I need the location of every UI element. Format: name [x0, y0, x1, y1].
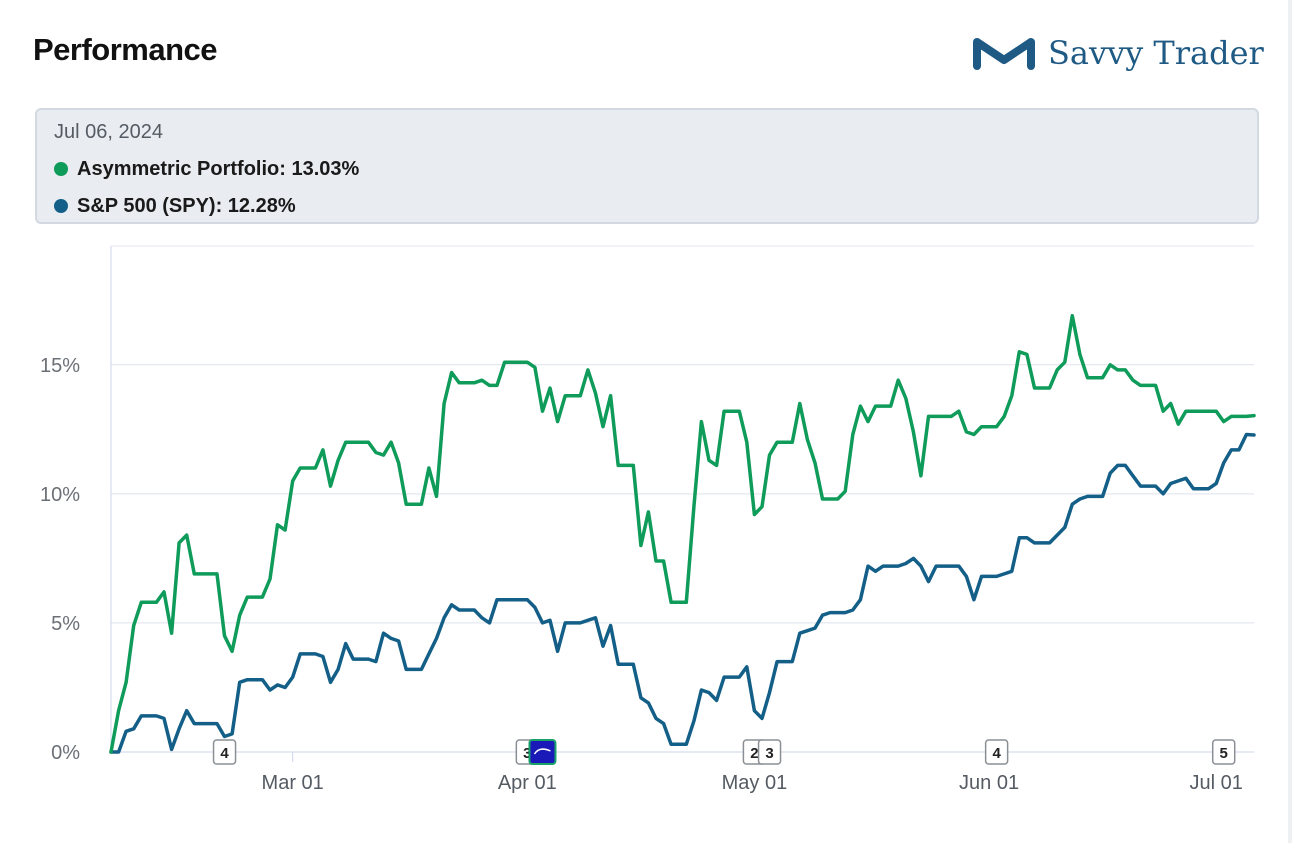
trade-marker-count: 3 [523, 745, 531, 762]
disney-logo-script-mark [533, 748, 551, 755]
trade-marker-count: 4 [992, 745, 1001, 762]
trade-marker-count: 4 [220, 745, 229, 762]
x-tick-label: May 01 [722, 772, 788, 794]
chart-tooltip: Jul 06, 2024 Asymmetric Portfolio: 13.03… [35, 108, 1259, 224]
trade-marker-count: 2 [750, 745, 758, 762]
y-tick-label: 5% [51, 613, 80, 635]
tooltip-date: Jul 06, 2024 [54, 121, 163, 143]
tooltip-row-portfolio: Asymmetric Portfolio: 13.03% [54, 158, 359, 181]
trade-marker-count: 3 [765, 745, 773, 762]
y-tick-label: 10% [40, 484, 80, 506]
tooltip-row-spy: S&P 500 (SPY): 12.28% [54, 195, 296, 218]
trade-marker-count: 5 [1220, 745, 1228, 762]
trade-marker-badge[interactable] [984, 739, 1009, 765]
disney-logo[interactable] [528, 739, 557, 765]
portfolio-legend-dot-icon [54, 162, 68, 176]
x-tick-label: Jun 01 [959, 772, 1019, 794]
savvy-trader-logo-icon [973, 38, 1035, 70]
x-tick-label: Apr 01 [498, 772, 557, 794]
page-title: Performance [33, 32, 218, 67]
x-tick-label: Jul 01 [1189, 772, 1242, 794]
trade-marker-badge[interactable] [1211, 739, 1236, 765]
y-tick-label: 0% [51, 742, 80, 764]
series-line-0[interactable] [109, 313, 1256, 754]
brand-name: Savvy Trader [1048, 34, 1264, 72]
scrollbar-track[interactable] [1288, 0, 1292, 843]
spy-legend-dot-icon [54, 199, 68, 213]
trade-marker-badge[interactable] [757, 739, 782, 765]
trade-marker-badge[interactable] [212, 739, 237, 765]
series-line-1[interactable] [109, 432, 1256, 754]
tooltip-portfolio-value: Asymmetric Portfolio: 13.03% [77, 158, 360, 180]
tooltip-spy-value: S&P 500 (SPY): 12.28% [77, 195, 296, 217]
y-tick-label: 15% [40, 355, 80, 377]
x-tick-label: Mar 01 [262, 772, 324, 794]
